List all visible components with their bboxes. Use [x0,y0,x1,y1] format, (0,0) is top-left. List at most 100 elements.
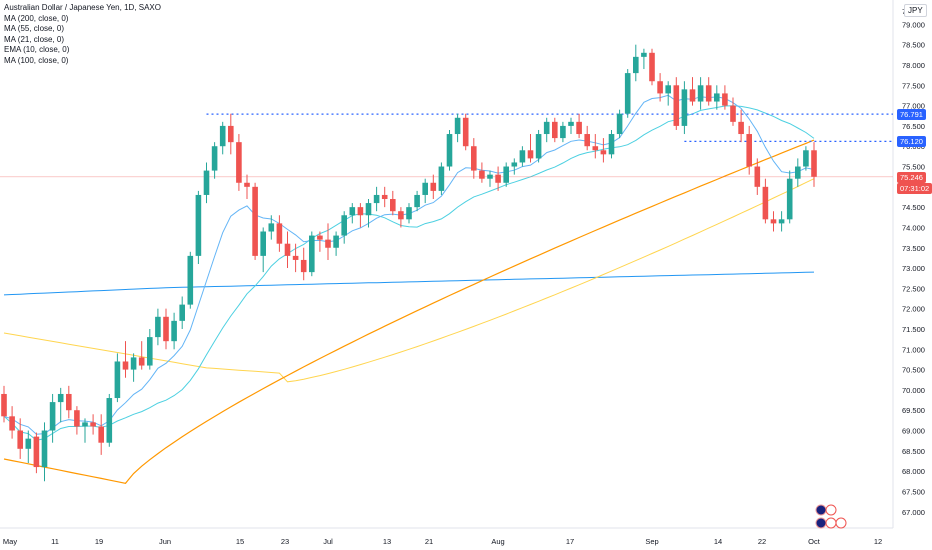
candle-body [462,117,469,147]
candle-body [641,52,647,57]
last-price-label: 75.246 [897,171,926,183]
candle-body [795,166,801,179]
candle-body [325,239,331,248]
candle-body [568,121,574,126]
y-tick-label: 69.500 [902,406,925,415]
x-tick-label: Jun [159,537,171,546]
candle-body [511,162,518,167]
y-tick-label: 78.000 [902,61,925,70]
flag-icon[interactable] [825,517,837,529]
x-tick-label: Aug [491,537,504,546]
ema10-line [3,94,815,435]
candle-body [584,134,590,147]
candle-body [665,85,671,94]
candle-body [244,182,250,187]
flag-icon[interactable] [825,504,837,516]
event-badges[interactable] [814,502,854,530]
candle-body [9,416,15,431]
candle-body [446,134,453,167]
x-tick-label: Jul [323,537,333,546]
candle-body [406,207,412,220]
x-tick-label: Oct [808,537,821,546]
candle-body [762,186,769,220]
candle-body [163,316,169,342]
candle-body [373,194,380,204]
x-tick-label: 13 [383,537,391,546]
candle-body [535,134,542,159]
candle-body [495,174,501,183]
candle-body [349,207,356,216]
candle-body [268,223,275,232]
y-tick-label: 77.000 [902,102,925,111]
ma200-line [3,271,815,296]
x-tick-label: 22 [758,537,766,546]
legend-ma55[interactable]: MA (55, close, 0) [4,24,65,33]
candle-body [689,89,696,102]
candle-body [211,146,218,171]
y-tick-label: 68.500 [902,447,925,456]
candle-body [714,93,720,102]
candle-body [260,231,266,256]
candle-body [98,426,104,443]
flag-icon[interactable] [815,517,827,529]
x-tick-label: 14 [714,537,722,546]
ma21-line [3,105,815,441]
y-tick-label: 77.500 [902,81,925,90]
candle-body [438,166,445,191]
y-tick-label: 72.500 [902,284,925,293]
y-tick-label: 68.000 [902,467,925,476]
countdown-label: 07:31:02 [897,182,932,194]
candle-body [33,436,40,468]
candle-body [754,166,761,187]
currency-badge[interactable]: JPY [904,4,927,17]
flag-icon[interactable] [815,504,827,516]
candle-body [770,219,777,224]
candle-body [333,235,339,248]
candle-body [106,398,113,443]
candle-body [187,255,194,305]
candle-body [414,194,420,208]
candle-body [17,430,23,449]
candle-body [697,85,704,102]
legend-ma21[interactable]: MA (21, close, 0) [4,34,65,44]
candle-body [179,304,185,321]
candle-body [317,235,323,240]
y-tick-label: 70.500 [902,366,925,375]
x-tick-label: 21 [425,537,433,546]
legend-ema10[interactable]: EMA (10, close, 0) [4,45,70,54]
candle-body [219,125,226,147]
candle-body [1,393,7,417]
candle-body [130,357,137,370]
indicator-legend: Australian Dollar / Japanese Yen, 1D, SA… [4,3,161,66]
y-tick-label: 70.000 [902,386,925,395]
x-tick-label: May [3,537,17,546]
legend-ma100[interactable]: MA (100, close, 0) [4,55,69,65]
candle-body [519,150,526,163]
candle-body [811,150,817,177]
x-tick-label: 12 [874,537,882,546]
candle-body [365,203,372,216]
x-tick-label: Sep [645,537,658,546]
flag-icon[interactable] [835,517,847,529]
x-tick-label: 23 [281,537,289,546]
y-tick-label: 78.500 [902,41,925,50]
candle-body [503,166,509,183]
candle-body [730,105,736,122]
candle-body [624,73,631,114]
y-tick-label: 79.000 [902,20,925,29]
candle-body [195,194,202,256]
candle-body [138,357,145,366]
candle-body [487,174,493,179]
candle-body [398,211,404,220]
y-tick-label: 67.000 [902,508,925,517]
candle-body [276,223,283,244]
x-tick-label: 11 [51,537,59,546]
candle-body [592,146,599,151]
candle-body [25,438,32,449]
candle-body [649,52,655,82]
candle-body [147,337,153,366]
legend-ma200[interactable]: MA (200, close, 0) [4,13,69,23]
candle-body [430,182,437,191]
